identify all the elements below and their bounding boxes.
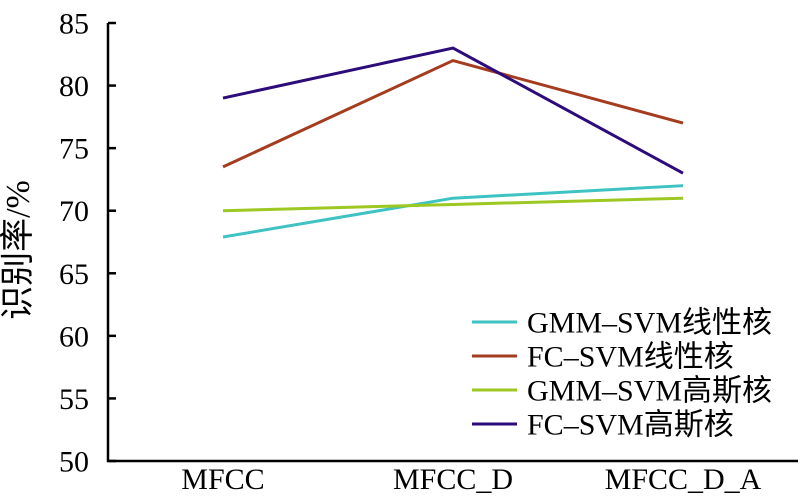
series-line-2 — [222, 196, 684, 213]
x-axis-label: MFCC_D — [393, 463, 513, 496]
y-tick-label: 60 — [59, 320, 89, 353]
series-line-3 — [222, 46, 684, 175]
x-axis-label: MFCC_D_A — [605, 463, 762, 496]
y-tick-label: 80 — [59, 70, 89, 103]
y-tick-label: 70 — [59, 195, 89, 228]
y-axis: 50 55 60 65 70 75 80 85 — [59, 8, 116, 479]
legend-label-1: FC–SVM线性核 — [527, 341, 734, 374]
legend-label-2: GMM–SVM高斯核 — [527, 375, 772, 408]
series-group — [222, 46, 684, 239]
legend-label-0: GMM–SVM线性核 — [527, 307, 772, 340]
y-axis-title: 识别率/% — [0, 180, 37, 320]
series-line-0 — [222, 184, 684, 239]
y-tick-label: 50 — [59, 446, 89, 479]
x-axis: MFCC MFCC_D MFCC_D_A — [181, 463, 761, 496]
y-tick-label: 85 — [59, 8, 89, 41]
series-line-1 — [222, 58, 684, 169]
y-tick-label: 55 — [59, 383, 89, 416]
y-tick-label: 65 — [59, 258, 89, 291]
x-axis-label: MFCC — [181, 463, 264, 496]
legend-label-3: FC–SVM高斯核 — [527, 409, 734, 442]
y-tick-label: 75 — [59, 133, 89, 166]
